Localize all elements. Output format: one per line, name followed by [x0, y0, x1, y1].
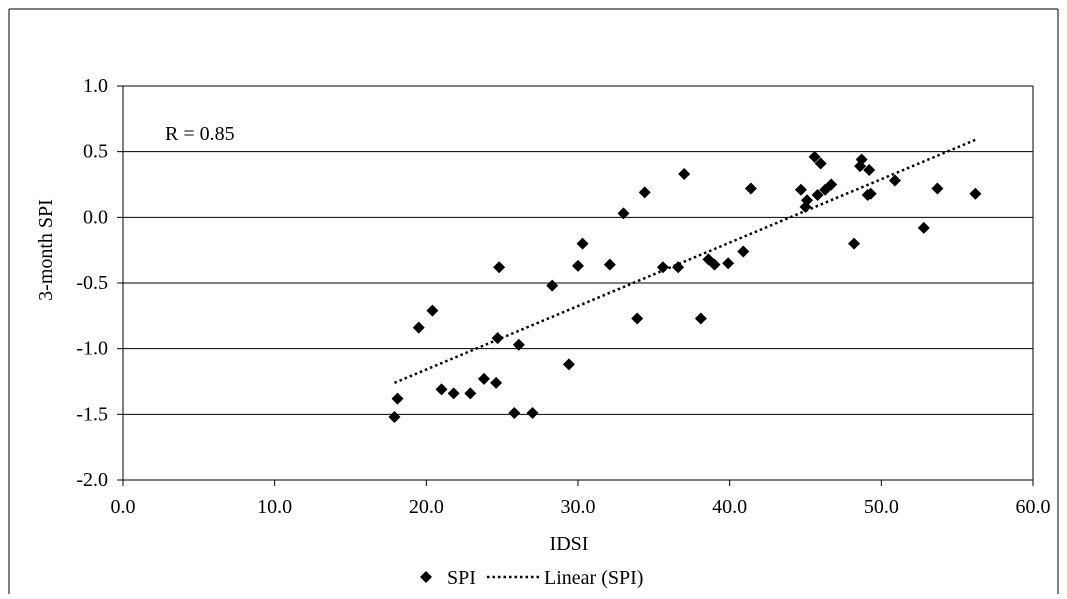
data-point: [672, 261, 685, 274]
x-tick-label: 10.0: [257, 496, 292, 518]
data-point: [811, 189, 824, 202]
data-point: [603, 258, 616, 271]
x-tick-label: 20.0: [409, 496, 444, 518]
data-point: [631, 312, 644, 325]
legend: SPI Linear (SPI): [420, 567, 643, 589]
data-point: [888, 174, 901, 187]
y-tick-label: -1.0: [76, 338, 108, 360]
data-point: [722, 257, 735, 270]
legend-label-spi: SPI: [447, 567, 476, 589]
data-point: [864, 187, 877, 200]
data-point: [808, 150, 821, 163]
x-tick-label: 50.0: [864, 496, 899, 518]
data-point: [737, 245, 750, 258]
y-tick-label: -2.0: [76, 469, 108, 491]
trendline-layer: [394, 138, 976, 384]
data-point: [617, 207, 630, 220]
data-point: [464, 387, 477, 400]
data-point: [969, 187, 982, 200]
x-tick-label: 60.0: [1016, 496, 1051, 518]
data-point: [863, 164, 876, 177]
data-point: [512, 338, 525, 351]
data-point: [388, 410, 401, 423]
y-tick-label: -0.5: [76, 272, 108, 294]
x-tick-label: 0.0: [111, 496, 136, 518]
grid-layer: [123, 85, 1033, 481]
data-point: [477, 372, 490, 385]
data-point: [694, 312, 707, 325]
data-point: [744, 182, 757, 195]
data-point: [794, 183, 807, 196]
y-tick-label: 0.0: [83, 206, 108, 228]
y-tick-label: 0.5: [83, 141, 108, 163]
data-point: [391, 392, 404, 405]
y-tick-label: 1.0: [83, 75, 108, 97]
x-axis-label: IDSI: [550, 533, 589, 555]
data-point: [546, 279, 559, 292]
data-point: [576, 237, 589, 250]
data-point: [678, 167, 691, 180]
data-point: [801, 194, 814, 207]
data-point: [848, 237, 861, 250]
axis-layer: 1.00.50.0-0.5-1.0-1.5-2.00.0 10.0 20.0 30.0…: [76, 75, 1050, 518]
y-tick-label: -1.5: [76, 403, 108, 425]
legend-label-linear: Linear (SPI): [544, 567, 643, 589]
data-point: [412, 321, 425, 334]
data-point: [491, 332, 504, 345]
data-point: [490, 376, 503, 389]
trendline-linear: [394, 138, 976, 384]
data-point: [855, 153, 868, 166]
data-point: [572, 259, 584, 272]
data-point: [493, 261, 506, 274]
x-tick-label: 30.0: [561, 496, 596, 518]
data-point: [708, 258, 721, 271]
data-point: [435, 383, 448, 396]
point-layer: [388, 150, 982, 423]
data-point: [931, 182, 944, 195]
data-point: [508, 407, 521, 420]
data-point: [656, 261, 669, 274]
data-point: [638, 186, 651, 199]
y-axis-label: 3-month SPI: [35, 199, 57, 301]
data-point: [825, 178, 838, 191]
data-point: [814, 157, 827, 170]
data-point: [426, 304, 439, 317]
data-point: [526, 407, 539, 420]
data-point: [917, 221, 930, 234]
x-tick-label: 40.0: [712, 496, 747, 518]
data-point: [447, 387, 460, 400]
data-point: [562, 358, 575, 371]
legend-marker-spi: [420, 571, 432, 583]
correlation-annotation: R = 0.85: [165, 123, 235, 145]
